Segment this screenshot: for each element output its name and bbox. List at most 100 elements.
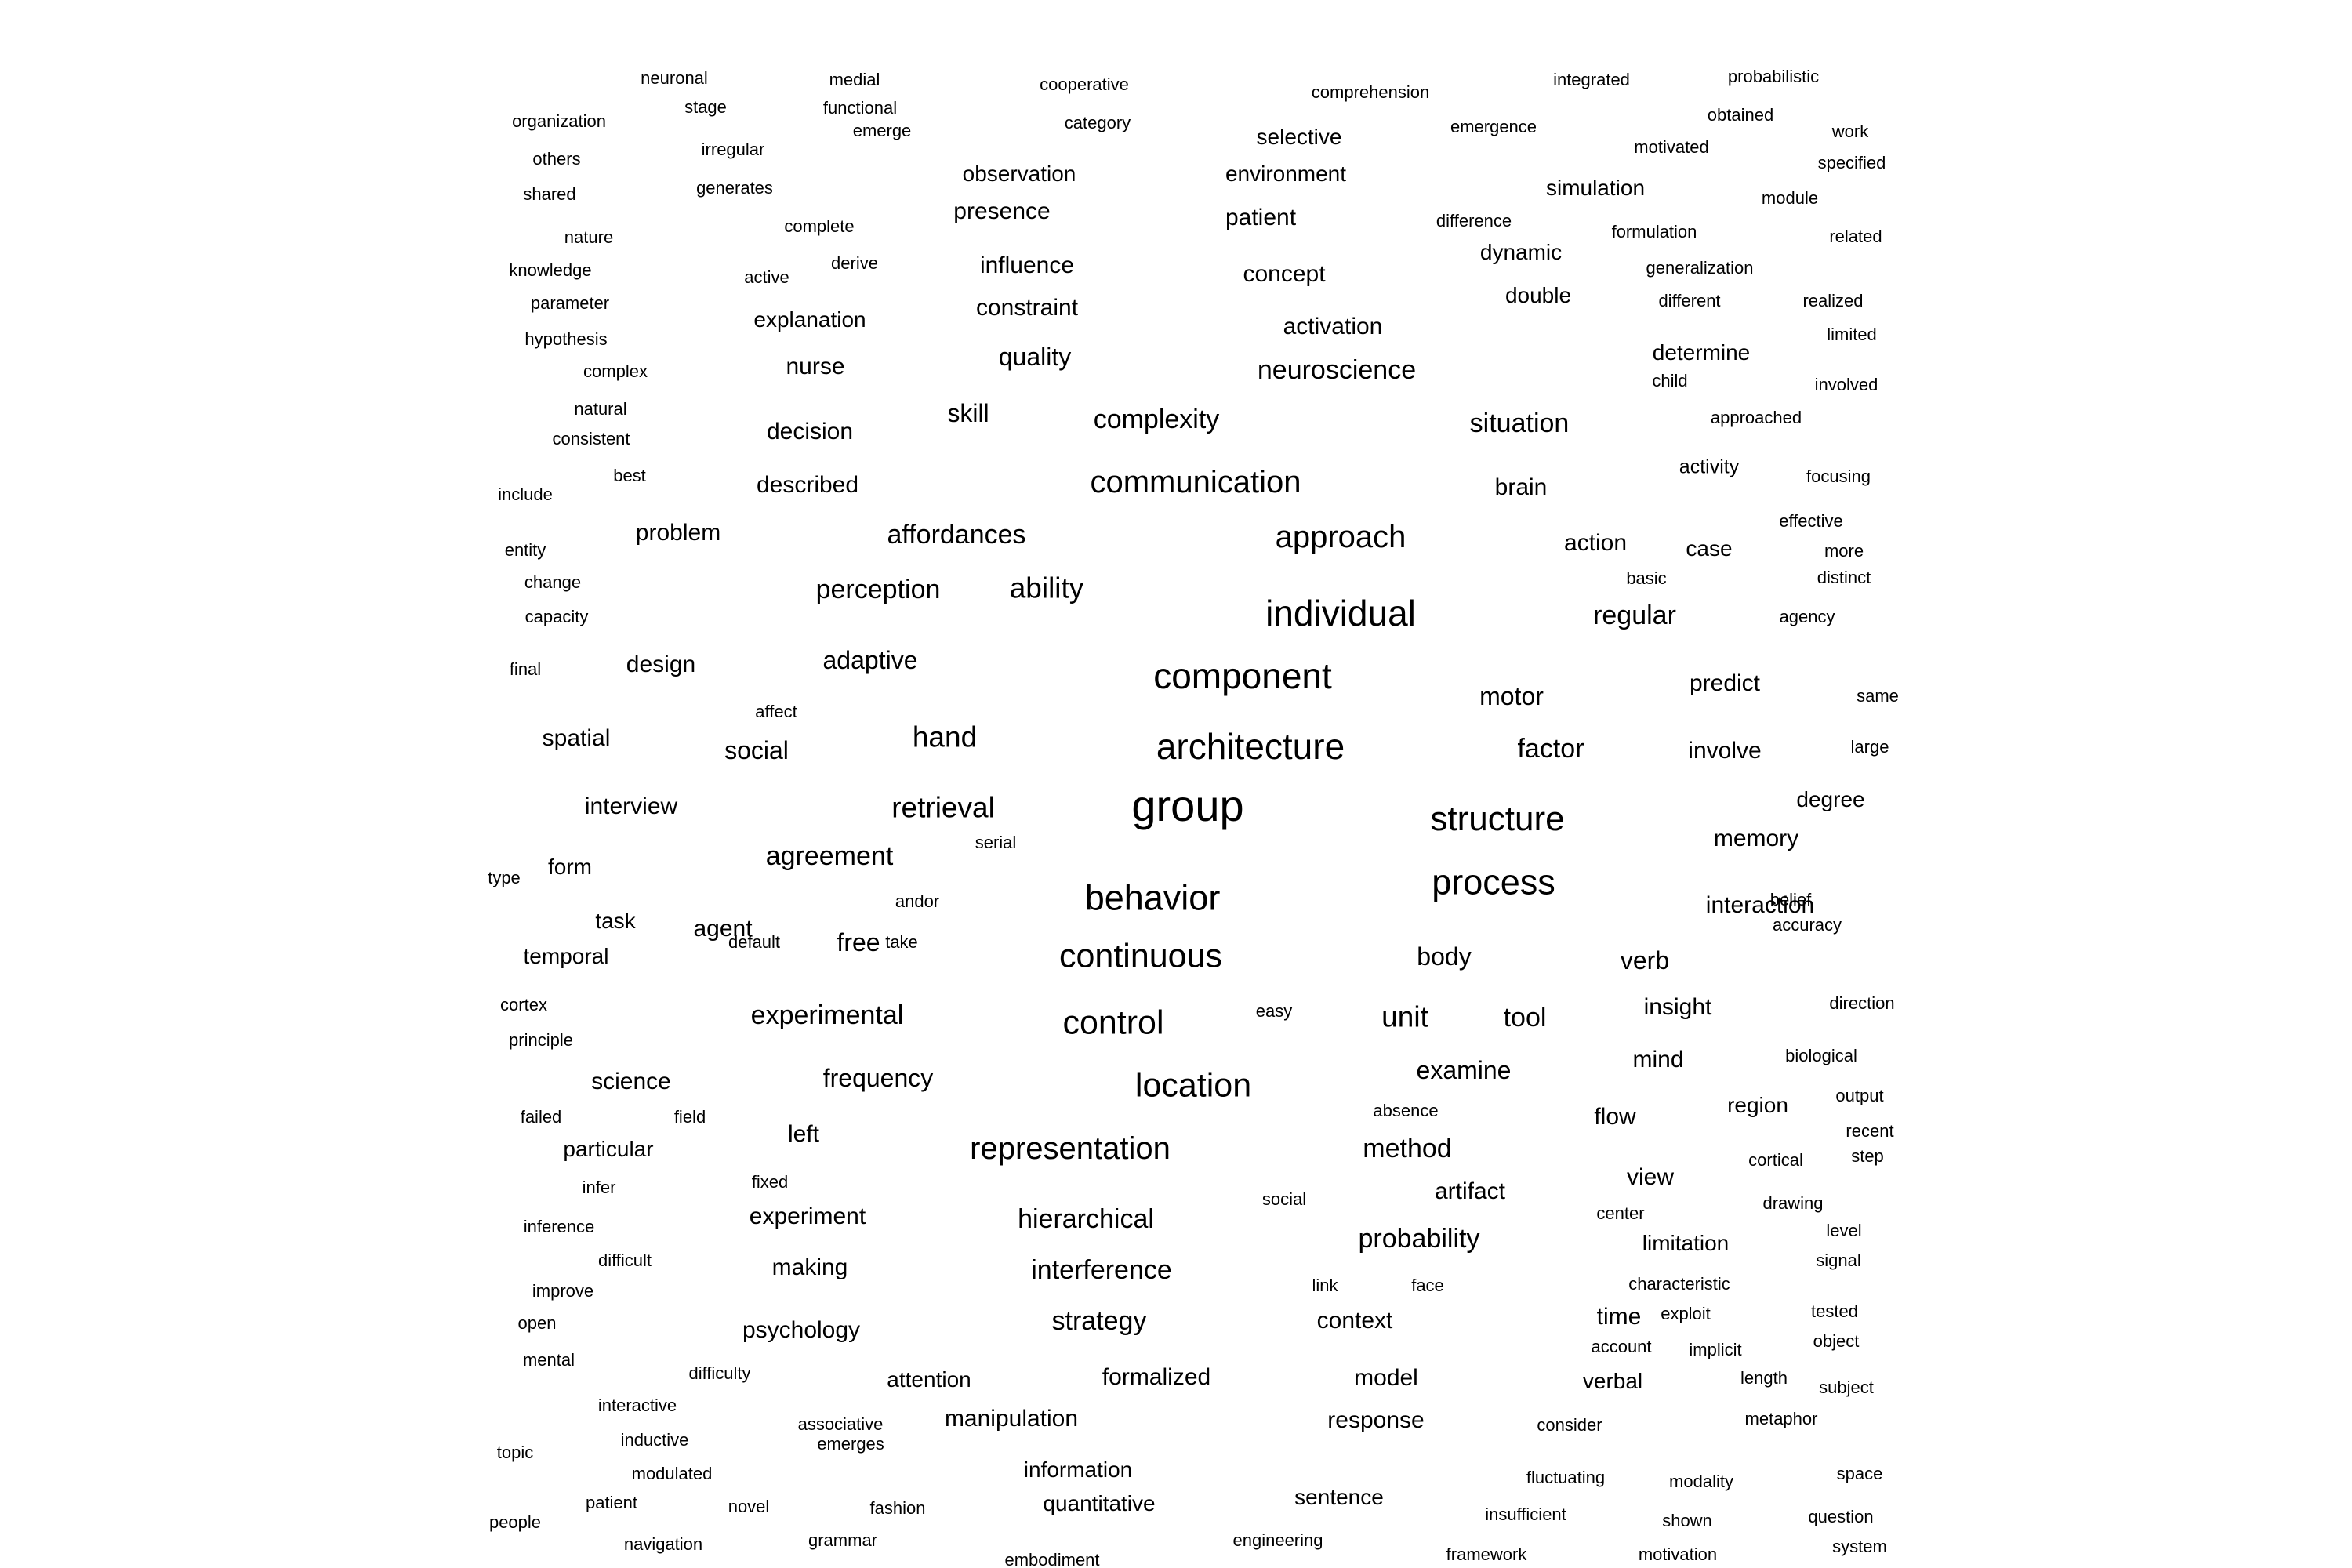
cloud-word: obtained [1707, 105, 1774, 125]
cloud-word: quality [998, 343, 1072, 371]
cloud-word: agent [693, 916, 753, 942]
cloud-word: motivated [1634, 137, 1709, 157]
cloud-word: shown [1662, 1511, 1712, 1530]
cloud-word: sentence [1294, 1485, 1384, 1509]
cloud-word: group [1131, 781, 1244, 830]
cloud-word: double [1504, 283, 1572, 307]
cloud-word: probabilistic [1727, 67, 1820, 86]
cloud-word: stage [684, 97, 727, 117]
cloud-word: andor [895, 891, 940, 911]
cloud-word: approached [1710, 408, 1802, 427]
cloud-word: skill [947, 399, 989, 427]
cloud-word: integrated [1553, 70, 1630, 89]
cloud-word: case [1686, 536, 1733, 561]
cloud-word: agreement [765, 841, 894, 871]
cloud-word: formalized [1102, 1364, 1211, 1390]
cloud-word: design [626, 652, 696, 677]
cloud-word: involve [1688, 738, 1762, 764]
cloud-word: tested [1811, 1301, 1858, 1321]
cloud-word: explanation [753, 307, 866, 332]
cloud-word: continuous [1059, 937, 1222, 975]
cloud-word: time [1596, 1304, 1642, 1330]
cloud-word: brain [1494, 474, 1548, 500]
cloud-word: realized [1802, 291, 1864, 310]
cloud-word: predict [1689, 670, 1761, 696]
cloud-word: fashion [869, 1498, 926, 1518]
cloud-word: science [591, 1069, 671, 1094]
cloud-word: distinct [1817, 568, 1871, 587]
cloud-word: spatial [542, 725, 611, 751]
cloud-word: inductive [620, 1430, 689, 1450]
cloud-word: length [1740, 1368, 1788, 1388]
cloud-word: selective [1256, 125, 1342, 149]
cloud-word: limitation [1642, 1231, 1730, 1255]
cloud-word: framework [1446, 1544, 1527, 1564]
cloud-word: basic [1626, 568, 1667, 588]
cloud-word: functional [822, 98, 898, 118]
cloud-word: behavior [1084, 877, 1221, 918]
cloud-word: region [1727, 1093, 1788, 1117]
cloud-word: difficulty [688, 1363, 751, 1383]
cloud-word: take [885, 932, 918, 952]
cloud-word: hand [912, 720, 978, 753]
cloud-word: process [1432, 862, 1555, 902]
cloud-word: fixed [751, 1172, 789, 1192]
cloud-word: accuracy [1772, 915, 1842, 935]
cloud-word: probability [1358, 1224, 1480, 1254]
cloud-word: consider [1537, 1415, 1602, 1435]
cloud-word: response [1327, 1407, 1425, 1433]
cloud-word: body [1417, 942, 1472, 971]
cloud-word: agency [1779, 607, 1835, 626]
cloud-word: presence [953, 198, 1051, 224]
cloud-word: free [837, 928, 880, 956]
cloud-word: focusing [1806, 466, 1871, 486]
cloud-word: attention [887, 1367, 971, 1392]
cloud-word: embodiment [1004, 1550, 1100, 1568]
cloud-word: people [488, 1512, 542, 1532]
cloud-word: flow [1594, 1104, 1636, 1130]
cloud-word: type [488, 868, 521, 887]
cloud-word: patient [585, 1493, 638, 1512]
cloud-word: same [1857, 686, 1899, 706]
cloud-word: natural [574, 399, 627, 419]
cloud-word: architecture [1156, 726, 1345, 767]
cloud-word: recent [1846, 1121, 1894, 1141]
cloud-word: action [1563, 530, 1628, 556]
cloud-word: emerges [817, 1434, 884, 1454]
cloud-word: difficult [597, 1250, 652, 1270]
cloud-word: face [1411, 1276, 1444, 1295]
cloud-word: manipulation [944, 1406, 1079, 1432]
cloud-word: biological [1785, 1046, 1857, 1065]
cloud-word: concept [1243, 261, 1326, 287]
cloud-word: link [1312, 1276, 1338, 1295]
cloud-word: unit [1381, 1000, 1428, 1033]
cloud-word: nurse [786, 354, 845, 379]
cloud-word: complete [784, 216, 855, 236]
cloud-word: change [524, 572, 582, 592]
cloud-word: emergence [1450, 117, 1537, 136]
cloud-word: task [595, 909, 636, 933]
cloud-word: modality [1669, 1472, 1733, 1491]
cloud-word: representation [970, 1131, 1171, 1166]
cloud-word: center [1596, 1203, 1645, 1223]
cloud-word: activation [1283, 314, 1383, 339]
cloud-word: communication [1090, 465, 1301, 499]
cloud-word: specified [1817, 153, 1886, 172]
cloud-word: cooperative [1040, 74, 1129, 94]
cloud-word: motor [1479, 682, 1544, 710]
cloud-word: insufficient [1485, 1504, 1566, 1524]
cloud-word: parameter [530, 293, 610, 313]
cloud-word: interactive [597, 1396, 677, 1415]
cloud-word: affordances [887, 520, 1026, 550]
cloud-word: failed [520, 1107, 562, 1127]
cloud-word: principle [509, 1030, 573, 1050]
cloud-word: experimental [750, 1000, 904, 1030]
cloud-word: question [1808, 1507, 1874, 1526]
cloud-word: engineering [1232, 1530, 1323, 1550]
cloud-word: step [1851, 1146, 1884, 1166]
cloud-word: frequency [822, 1064, 934, 1092]
cloud-word: subject [1819, 1377, 1874, 1397]
cloud-word: modulated [631, 1464, 713, 1483]
cloud-word: decision [766, 419, 854, 445]
